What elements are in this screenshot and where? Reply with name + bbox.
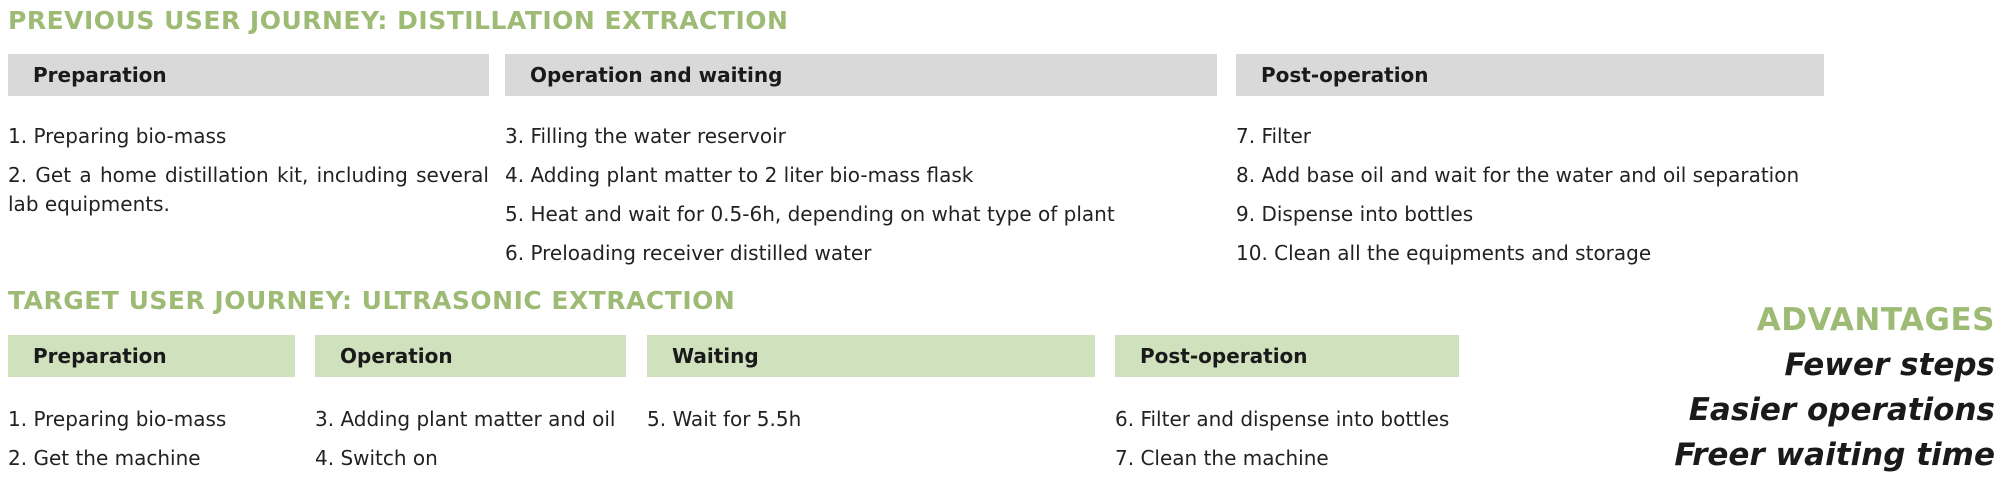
step-item: 6. Filter and dispense into bottles bbox=[1115, 407, 1450, 431]
target-stage-post-operation: Post-operation 6. Filter and dispense in… bbox=[1115, 335, 1459, 483]
step-item: 5. Heat and wait for 0.5-6h, depending o… bbox=[505, 202, 1115, 226]
step-item: 1. Preparing bio-mass bbox=[8, 124, 227, 148]
target-stage-preparation: Preparation 1. Preparing bio-mass 2. Get… bbox=[8, 335, 295, 483]
stage-header: Preparation bbox=[8, 54, 489, 96]
step-item: 2. Get a home distillation kit, includin… bbox=[8, 163, 489, 216]
step-item: 5. Wait for 5.5h bbox=[647, 407, 802, 431]
step-item: 9. Dispense into bottles bbox=[1236, 202, 1474, 226]
step-list: 5. Wait for 5.5h bbox=[647, 405, 1095, 434]
step-list: 6. Filter and dispense into bottles 7. C… bbox=[1115, 405, 1459, 473]
stage-header: Waiting bbox=[647, 335, 1095, 377]
previous-journey-title: PREVIOUS USER JOURNEY: DISTILLATION EXTR… bbox=[8, 6, 789, 35]
step-list: 3. Filling the water reservoir 4. Adding… bbox=[505, 122, 1217, 268]
step-item: 10. Clean all the equipments and storage bbox=[1236, 241, 1652, 265]
stage-header: Preparation bbox=[8, 335, 295, 377]
step-item: 1. Preparing bio-mass bbox=[8, 407, 227, 431]
previous-stage-preparation: Preparation 1. Preparing bio-mass 2. Get… bbox=[8, 54, 489, 229]
previous-stage-operation-waiting: Operation and waiting 3. Filling the wat… bbox=[505, 54, 1217, 278]
step-item: 4. Switch on bbox=[315, 446, 438, 470]
step-list: 1. Preparing bio-mass 2. Get the machine bbox=[8, 405, 295, 473]
stage-header: Operation and waiting bbox=[505, 54, 1217, 96]
target-stage-waiting: Waiting 5. Wait for 5.5h bbox=[647, 335, 1095, 444]
stage-header: Post-operation bbox=[1115, 335, 1459, 377]
advantage-item: Freer waiting time bbox=[1674, 437, 1995, 473]
step-item: 2. Get the machine bbox=[8, 446, 201, 470]
previous-stage-post-operation: Post-operation 7. Filter 8. Add base oil… bbox=[1236, 54, 1824, 278]
step-list: 3. Adding plant matter and oil 4. Switch… bbox=[315, 405, 626, 473]
advantage-item: Fewer steps bbox=[1784, 347, 1995, 383]
stage-header: Operation bbox=[315, 335, 626, 377]
stage-header: Post-operation bbox=[1236, 54, 1824, 96]
step-item: 3. Filling the water reservoir bbox=[505, 124, 786, 148]
step-list: 7. Filter 8. Add base oil and wait for t… bbox=[1236, 122, 1824, 268]
target-stage-operation: Operation 3. Adding plant matter and oil… bbox=[315, 335, 626, 483]
step-item: 3. Adding plant matter and oil bbox=[315, 407, 616, 431]
step-item: 8. Add base oil and wait for the water a… bbox=[1236, 163, 1800, 187]
step-item: 7. Clean the machine bbox=[1115, 446, 1329, 470]
step-list: 1. Preparing bio-mass 2. Get a home dist… bbox=[8, 122, 489, 219]
step-item: 7. Filter bbox=[1236, 124, 1311, 148]
step-item: 4. Adding plant matter to 2 liter bio-ma… bbox=[505, 163, 974, 187]
target-journey-title: TARGET USER JOURNEY: ULTRASONIC EXTRACTI… bbox=[8, 286, 736, 315]
step-item: 6. Preloading receiver distilled water bbox=[505, 241, 872, 265]
advantages-title: ADVANTAGES bbox=[1756, 302, 1995, 338]
advantage-item: Easier operations bbox=[1688, 392, 1995, 428]
